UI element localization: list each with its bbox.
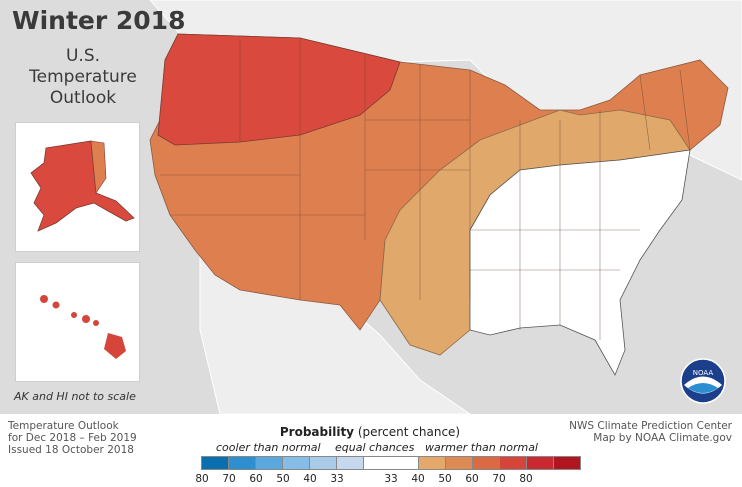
legend-swatch-warm-5 [553, 456, 581, 470]
legend-swatch-cool-0 [201, 456, 229, 470]
map-title: Winter 2018 [12, 6, 186, 35]
hawaii-map [40, 295, 126, 359]
outlook-info-line-2: for Dec 2018 – Feb 2019 [8, 432, 137, 444]
outlook-info-line-3: Issued 18 October 2018 [8, 444, 134, 456]
legend-tick-label: 40 [411, 473, 425, 485]
legend-swatch-warm-2 [472, 456, 500, 470]
outlook-info: Temperature Outlook for Dec 2018 – Feb 2… [8, 420, 137, 456]
inset-note: AK and HI not to scale [14, 390, 136, 403]
map-subtitle: U.S. Temperature Outlook [18, 46, 148, 109]
legend-tick-label: 60 [249, 473, 263, 485]
legend-tick-label: 80 [195, 473, 209, 485]
legend-title: Probability (percent chance) [200, 425, 540, 439]
legend-color-bar [201, 456, 581, 470]
noaa-logo-text: NOAA [693, 369, 714, 377]
credits-line-1: NWS Climate Prediction Center [569, 420, 732, 432]
zone-equal-chances [469, 149, 691, 376]
legend-swatch-cool-4 [309, 456, 337, 470]
legend-tick-label: 33 [330, 473, 344, 485]
subtitle-line-3: Outlook [49, 88, 117, 108]
conus-map [149, 0, 742, 414]
legend-tick-label: 50 [438, 473, 452, 485]
alaska-map [30, 140, 135, 232]
noaa-logo: NOAA [680, 358, 726, 408]
legend-swatch-warm-1 [445, 456, 473, 470]
legend-equal-label: equal chances [335, 441, 415, 454]
legend-cooler-label: cooler than normal [216, 441, 321, 454]
legend-title-bold: Probability [279, 425, 355, 439]
map-area: Winter 2018 U.S. Temperature Outlook AK … [0, 0, 742, 414]
hawaii-inset [15, 262, 140, 382]
outlook-info-line-1: Temperature Outlook [8, 420, 119, 432]
legend-tick-label: 80 [519, 473, 533, 485]
subtitle-line-1: U.S. [65, 46, 101, 66]
legend-swatch-cool-1 [228, 456, 256, 470]
credits: NWS Climate Prediction Center Map by NOA… [569, 420, 732, 444]
legend-warmer-label: warmer than normal [425, 441, 538, 454]
legend-swatch-warm-3 [499, 456, 527, 470]
legend-tick-label: 50 [276, 473, 290, 485]
legend-tick-label: 33 [384, 473, 398, 485]
alaska-inset [15, 122, 140, 252]
noaa-logo-icon: NOAA [680, 358, 726, 404]
legend-swatch-cool-2 [255, 456, 283, 470]
subtitle-line-2: Temperature [29, 67, 137, 87]
legend-tick-label: 70 [492, 473, 506, 485]
legend-title-rest: (percent chance) [354, 425, 461, 439]
legend-tick-label: 40 [303, 473, 317, 485]
legend-tick-label: 60 [465, 473, 479, 485]
legend-swatch-cool-5 [336, 456, 364, 470]
credits-line-2: Map by NOAA Climate.gov [593, 432, 732, 444]
legend-swatch-cool-3 [282, 456, 310, 470]
legend-tick-label: 70 [222, 473, 236, 485]
legend-swatch-warm-0 [418, 456, 446, 470]
legend-swatch-warm-4 [526, 456, 554, 470]
state-lines [160, 40, 691, 340]
legend-swatch-equal-chances [363, 456, 419, 470]
